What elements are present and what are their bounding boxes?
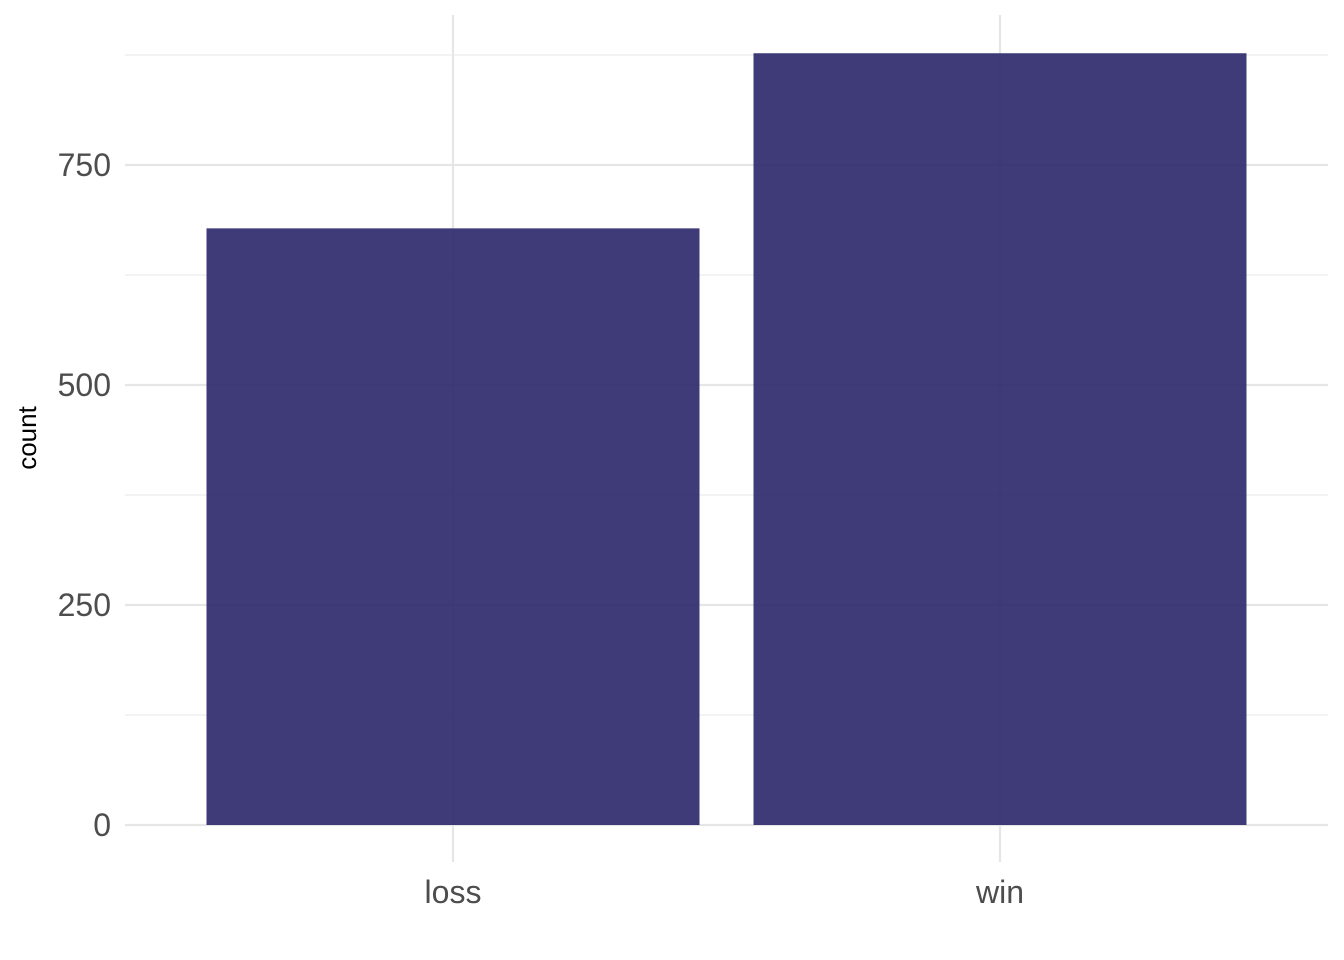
y-tick-label: 750: [58, 147, 111, 183]
y-tick-label: 500: [58, 367, 111, 403]
y-tick-label: 0: [93, 807, 111, 843]
bar-loss: [206, 228, 700, 826]
x-tick-label: win: [975, 874, 1024, 910]
bar-win: [753, 53, 1247, 826]
x-axis-tick-labels: loss win: [425, 874, 1024, 910]
y-tick-label: 250: [58, 587, 111, 623]
x-tick-label: loss: [425, 874, 482, 910]
y-axis-tick-labels: 0 250 500 750: [58, 147, 111, 843]
bars: [206, 53, 1247, 826]
y-axis-title: count: [12, 405, 42, 469]
